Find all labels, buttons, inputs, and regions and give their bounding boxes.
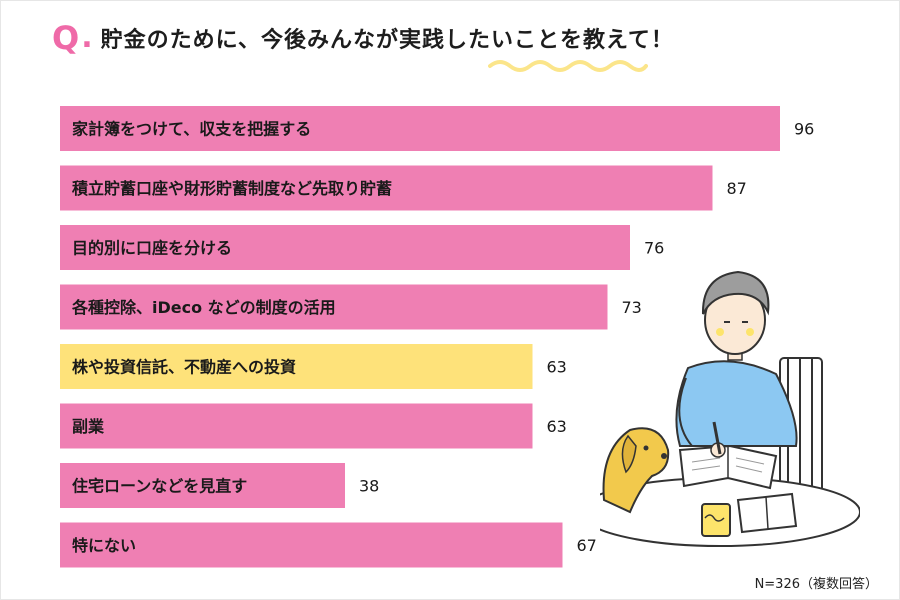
bar-5 bbox=[60, 403, 533, 449]
value-label-1: 87 bbox=[727, 179, 747, 198]
bar-label-4: 株や投資信託、不動産への投資 bbox=[72, 358, 296, 377]
value-label-6: 38 bbox=[359, 477, 379, 496]
value-label-4: 63 bbox=[547, 358, 567, 377]
bar-label-2: 目的別に口座を分ける bbox=[72, 239, 232, 258]
bar-6 bbox=[60, 463, 345, 508]
bar-4 bbox=[60, 344, 533, 389]
underline-squiggle bbox=[488, 60, 648, 72]
sample-size-note: N=326（複数回答） bbox=[754, 577, 878, 592]
bar-label-1: 積立貯蓄口座や財形貯蓄制度など先取り貯蓄 bbox=[71, 179, 392, 198]
bar-label-5: 副業 bbox=[72, 417, 105, 436]
bar-label-6: 住宅ローンなどを見直す bbox=[72, 477, 247, 496]
bar-0 bbox=[60, 106, 780, 151]
bar-3 bbox=[60, 284, 608, 330]
bar-label-7: 特にない bbox=[72, 536, 136, 555]
person-illustration bbox=[600, 270, 860, 547]
chart-title: 貯金のために、今後みんなが実践したいことを教えて！ bbox=[100, 28, 674, 53]
q-dot: . bbox=[81, 20, 93, 55]
dog-icon bbox=[602, 427, 670, 514]
bar-2 bbox=[60, 225, 630, 270]
value-label-3: 73 bbox=[622, 298, 642, 317]
q-letter: Q bbox=[52, 19, 80, 57]
value-label-5: 63 bbox=[547, 417, 567, 436]
value-label-2: 76 bbox=[644, 239, 664, 258]
question-header: Q . 貯金のために、今後みんなが実践したいことを教えて！ bbox=[52, 16, 674, 60]
bar-7 bbox=[60, 522, 563, 568]
bar-label-3: 各種控除、iDeco などの制度の活用 bbox=[71, 298, 336, 317]
bar-label-0: 家計簿をつけて、収支を把握する bbox=[72, 120, 311, 139]
value-label-7: 67 bbox=[577, 536, 597, 555]
bar-1 bbox=[60, 165, 713, 211]
value-label-0: 96 bbox=[794, 120, 814, 139]
